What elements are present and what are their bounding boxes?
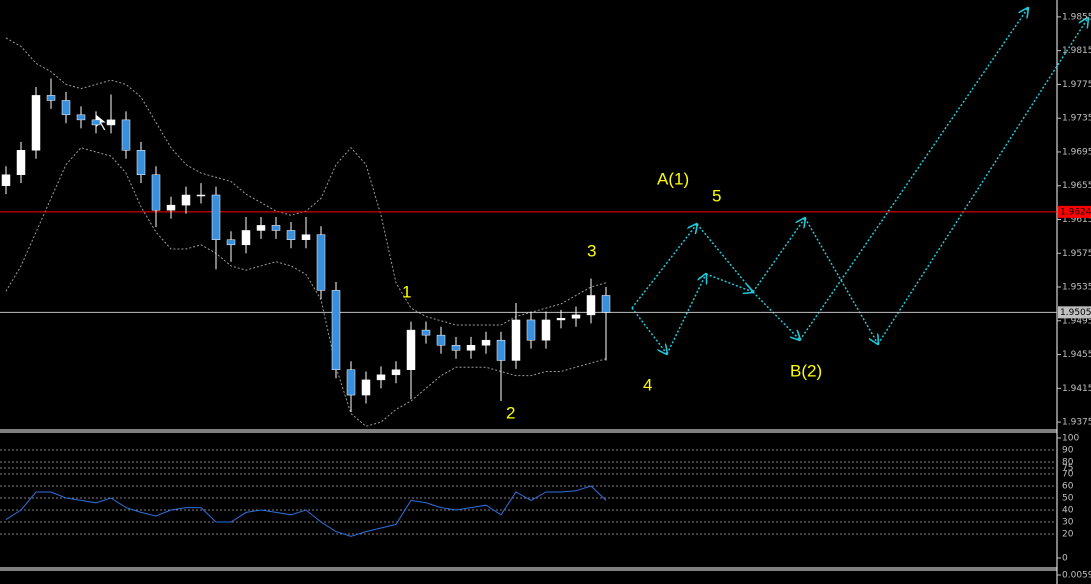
candle-body xyxy=(286,230,296,240)
candle-body xyxy=(466,345,476,351)
y-tick-label: 0 xyxy=(1062,554,1068,564)
wave-label: B(2) xyxy=(790,361,822,380)
rsi-line xyxy=(5,485,607,537)
candle-body xyxy=(541,319,551,341)
price-label: 1.9505 xyxy=(1060,308,1091,318)
candle-body xyxy=(556,318,566,321)
candle-body xyxy=(586,295,596,316)
projection-arrow xyxy=(877,18,1088,345)
candle-body xyxy=(16,150,26,175)
y-tick-label: 1.9735 xyxy=(1062,114,1091,124)
candle-body xyxy=(31,95,41,151)
candle-body xyxy=(61,100,71,116)
price-label-box xyxy=(1058,306,1091,319)
projection-arrow xyxy=(666,274,706,355)
y-tick-label: 75 xyxy=(1062,464,1073,474)
candle-body xyxy=(511,319,521,361)
candle-body xyxy=(526,319,536,341)
y-tick-label: 1.9575 xyxy=(1062,249,1091,259)
candle-body xyxy=(181,194,191,206)
candle-body xyxy=(451,345,461,351)
candle-body xyxy=(316,234,326,291)
candle-body xyxy=(136,150,146,175)
y-tick-label: 90 xyxy=(1062,446,1074,456)
y-tick-label: 30 xyxy=(1062,518,1074,528)
projection-arrow xyxy=(696,223,754,293)
candle-body xyxy=(196,194,206,197)
candle-body xyxy=(91,119,101,126)
y-tick-label: 1.9655 xyxy=(1062,181,1091,191)
wave-label: 4 xyxy=(643,375,652,394)
candle-body xyxy=(256,225,266,231)
candle-body xyxy=(166,204,176,211)
y-tick-label: 1.9695 xyxy=(1062,147,1091,157)
y-tick-label: 1.9535 xyxy=(1062,283,1091,293)
projection-arrow xyxy=(631,224,697,309)
candle-body xyxy=(226,239,236,246)
y-tick-label: 40 xyxy=(1062,506,1074,516)
wave-label: 5 xyxy=(712,186,721,205)
candle-body xyxy=(376,374,386,381)
y-tick-label: 1.9855 xyxy=(1062,12,1091,22)
candle-body xyxy=(601,295,611,313)
wave-label: 3 xyxy=(587,241,596,260)
y-tick-label: 1.9455 xyxy=(1062,350,1091,360)
candle-body xyxy=(421,329,431,336)
candle-body xyxy=(241,230,251,246)
bollinger-band xyxy=(5,37,607,326)
candle-body xyxy=(301,234,311,240)
y-tick-label: 1.9615 xyxy=(1062,215,1091,225)
projection xyxy=(631,8,1088,355)
projection-arrow xyxy=(752,291,800,340)
bollinger-band xyxy=(5,147,607,427)
candle-body xyxy=(106,119,116,126)
wave-label: 2 xyxy=(506,403,515,422)
y-tick-label: 100 xyxy=(1062,434,1079,444)
candle-body xyxy=(406,329,416,371)
projection-arrow xyxy=(631,307,667,354)
candle-body xyxy=(46,95,56,101)
y-tick-label: 0.00597 xyxy=(1062,571,1091,581)
projection-arrow xyxy=(752,218,805,293)
y-tick-label: 80 xyxy=(1062,458,1074,468)
candle-body xyxy=(76,114,86,121)
y-tick-label: 1.9775 xyxy=(1062,80,1091,90)
candle-body xyxy=(121,119,131,151)
candle-body xyxy=(496,339,506,361)
candle-body xyxy=(361,379,371,396)
candle-body xyxy=(271,225,281,231)
projection-arrow xyxy=(804,217,878,344)
candle-body xyxy=(481,339,491,346)
y-tick-label: 1.9815 xyxy=(1062,46,1091,56)
candle-body xyxy=(211,194,221,240)
candle-body xyxy=(436,334,446,346)
y-tick-label: 60 xyxy=(1062,482,1074,492)
y-tick-label: 20 xyxy=(1062,530,1074,540)
y-tick-label: 70 xyxy=(1062,470,1074,480)
wave-label: A(1) xyxy=(657,169,689,188)
y-tick-label: 1.9375 xyxy=(1062,418,1091,428)
projection-arrow xyxy=(799,8,1028,341)
price-label: 1.9624 xyxy=(1060,207,1091,217)
projection-arrow xyxy=(705,273,753,292)
y-tick-label: 1.9415 xyxy=(1062,384,1091,394)
y-tick-label: 1.9495 xyxy=(1062,316,1091,326)
candle-body xyxy=(571,314,581,319)
candle-body xyxy=(331,290,341,371)
wave-label: 1 xyxy=(402,282,411,301)
mouse-cursor xyxy=(95,112,109,132)
candle-body xyxy=(391,369,401,376)
candle-body xyxy=(346,369,356,396)
candle-body xyxy=(151,174,161,211)
y-tick-label: 50 xyxy=(1062,494,1074,504)
price-label-box xyxy=(1058,205,1091,218)
candle-body xyxy=(1,174,11,186)
